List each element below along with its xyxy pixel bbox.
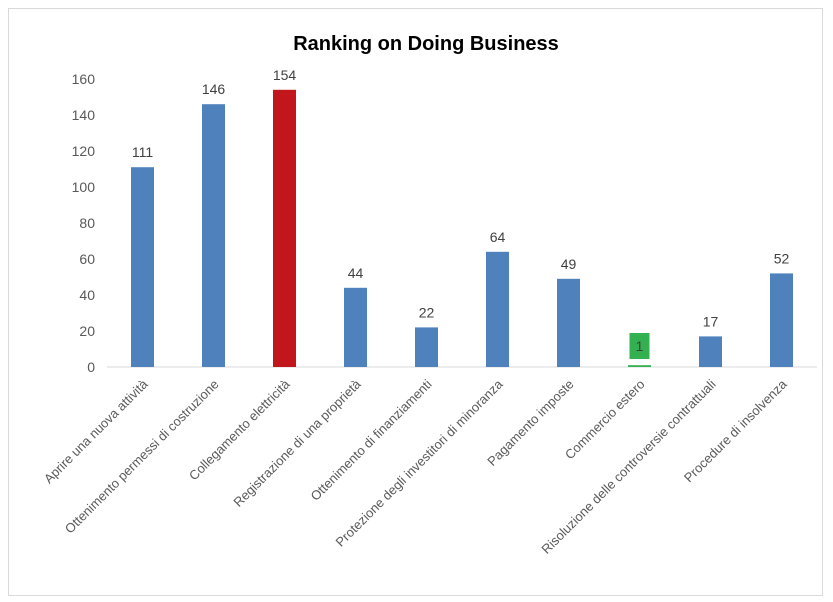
bar	[699, 336, 722, 367]
bar	[202, 104, 225, 367]
y-tick-label: 60	[79, 251, 95, 267]
chart-title: Ranking on Doing Business	[293, 33, 559, 55]
y-tick-label: 0	[87, 359, 95, 375]
x-category-label: Ottenimento di finanziamenti	[308, 376, 435, 503]
data-label: 154	[273, 67, 297, 83]
bar	[486, 251, 509, 367]
data-label: 52	[774, 250, 790, 266]
data-label: 111	[132, 144, 153, 160]
bar	[628, 365, 651, 367]
data-label: 44	[348, 265, 364, 281]
y-tick-label: 40	[79, 287, 95, 303]
y-tick-label: 160	[72, 71, 96, 87]
data-label-box	[629, 333, 650, 359]
bar	[273, 89, 296, 368]
x-category-label: Ottenimento permessi di costruzione	[62, 377, 222, 537]
bar	[131, 167, 154, 367]
data-label: 64	[490, 229, 506, 245]
y-axis-ticks: 0 20 40 60 80 100 120 140 160	[72, 71, 96, 375]
bar	[415, 327, 438, 367]
data-label: 1	[636, 338, 644, 354]
y-tick-label: 140	[72, 107, 96, 123]
bar	[770, 273, 793, 367]
data-label: 22	[419, 304, 435, 320]
data-labels: 111 146 154 44 22 64 49 1 17 52	[132, 67, 790, 359]
y-tick-label: 100	[72, 179, 96, 195]
bar	[557, 278, 580, 367]
bars	[131, 89, 793, 368]
x-category-label: Registrazione di una proprietà	[230, 376, 364, 510]
data-label: 49	[561, 256, 577, 272]
y-tick-label: 120	[72, 143, 96, 159]
y-tick-label: 20	[79, 323, 95, 339]
y-tick-label: 80	[79, 215, 95, 231]
data-label: 17	[703, 313, 719, 329]
data-label: 146	[202, 81, 226, 97]
bar	[344, 287, 367, 367]
